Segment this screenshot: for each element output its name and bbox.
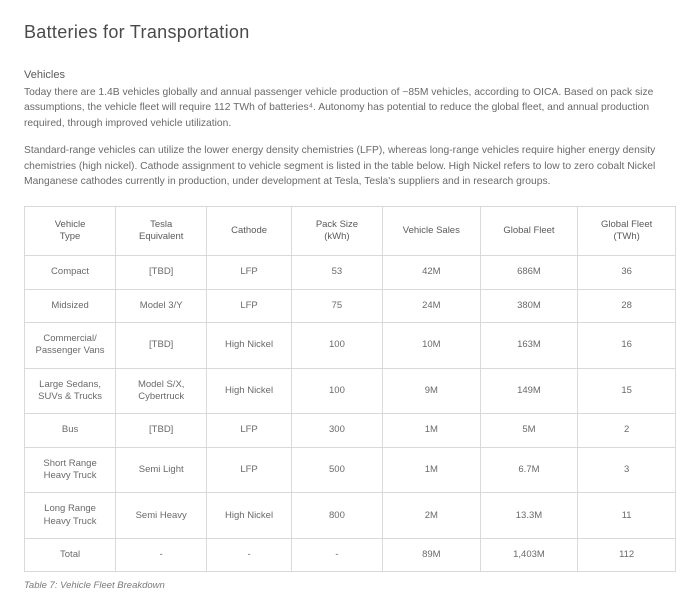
col-header: Global Fleet [480, 206, 578, 256]
cell: Bus [25, 414, 116, 447]
table-caption: Table 7: Vehicle Fleet Breakdown [24, 580, 676, 591]
cell: LFP [207, 447, 292, 493]
col-header: VehicleType [25, 206, 116, 256]
cell: - [207, 539, 292, 572]
cell: 10M [383, 323, 481, 369]
vehicle-table-wrap: VehicleType TeslaEquivalent Cathode Pack… [24, 206, 676, 592]
cell: 36 [578, 256, 676, 289]
cell: Commercial/Passenger Vans [25, 323, 116, 369]
cell: LFP [207, 414, 292, 447]
cell: High Nickel [207, 368, 292, 414]
cell: 100 [291, 323, 382, 369]
cell: Short RangeHeavy Truck [25, 447, 116, 493]
col-header: Pack Size(kWh) [291, 206, 382, 256]
table-row-total: Total - - - 89M 1,403M 112 [25, 539, 676, 572]
cell: 2 [578, 414, 676, 447]
cell: 24M [383, 289, 481, 322]
section-subheading: Vehicles [24, 69, 676, 81]
cell: High Nickel [207, 493, 292, 539]
table-body: Compact [TBD] LFP 53 42M 686M 36 Midsize… [25, 256, 676, 572]
cell: - [291, 539, 382, 572]
col-header: Vehicle Sales [383, 206, 481, 256]
page-title: Batteries for Transportation [24, 22, 676, 43]
cell: 89M [383, 539, 481, 572]
cell: [TBD] [116, 323, 207, 369]
cell: 1M [383, 414, 481, 447]
cell: 53 [291, 256, 382, 289]
cell: [TBD] [116, 256, 207, 289]
cell: 75 [291, 289, 382, 322]
cell: Large Sedans,SUVs & Trucks [25, 368, 116, 414]
cell: Total [25, 539, 116, 572]
cell: - [116, 539, 207, 572]
cell: 11 [578, 493, 676, 539]
cell: 13.3M [480, 493, 578, 539]
cell: 42M [383, 256, 481, 289]
table-row: Large Sedans,SUVs & Trucks Model S/X,Cyb… [25, 368, 676, 414]
cell: LFP [207, 289, 292, 322]
cell: 3 [578, 447, 676, 493]
table-row: Midsized Model 3/Y LFP 75 24M 380M 28 [25, 289, 676, 322]
cell: 6.7M [480, 447, 578, 493]
cell: Semi Light [116, 447, 207, 493]
cell: 28 [578, 289, 676, 322]
table-row: Commercial/Passenger Vans [TBD] High Nic… [25, 323, 676, 369]
cell: 1M [383, 447, 481, 493]
intro-paragraph-2: Standard-range vehicles can utilize the … [24, 143, 676, 189]
table-row: Bus [TBD] LFP 300 1M 5M 2 [25, 414, 676, 447]
cell: [TBD] [116, 414, 207, 447]
cell: Midsized [25, 289, 116, 322]
cell: 15 [578, 368, 676, 414]
col-header: TeslaEquivalent [116, 206, 207, 256]
cell: 800 [291, 493, 382, 539]
col-header: Global Fleet(TWh) [578, 206, 676, 256]
vehicle-fleet-table: VehicleType TeslaEquivalent Cathode Pack… [24, 206, 676, 573]
cell: 380M [480, 289, 578, 322]
cell: 1,403M [480, 539, 578, 572]
cell: 163M [480, 323, 578, 369]
cell: 112 [578, 539, 676, 572]
cell: High Nickel [207, 323, 292, 369]
cell: Model 3/Y [116, 289, 207, 322]
cell: 2M [383, 493, 481, 539]
intro-paragraph-1: Today there are 1.4B vehicles globally a… [24, 85, 676, 131]
cell: Compact [25, 256, 116, 289]
col-header: Cathode [207, 206, 292, 256]
table-row: Long RangeHeavy Truck Semi Heavy High Ni… [25, 493, 676, 539]
cell: 5M [480, 414, 578, 447]
cell: Model S/X,Cybertruck [116, 368, 207, 414]
cell: 300 [291, 414, 382, 447]
cell: Long RangeHeavy Truck [25, 493, 116, 539]
table-row: Compact [TBD] LFP 53 42M 686M 36 [25, 256, 676, 289]
cell: 100 [291, 368, 382, 414]
cell: 500 [291, 447, 382, 493]
cell: 686M [480, 256, 578, 289]
cell: LFP [207, 256, 292, 289]
cell: 9M [383, 368, 481, 414]
table-row: Short RangeHeavy Truck Semi Light LFP 50… [25, 447, 676, 493]
table-header-row: VehicleType TeslaEquivalent Cathode Pack… [25, 206, 676, 256]
cell: Semi Heavy [116, 493, 207, 539]
cell: 16 [578, 323, 676, 369]
cell: 149M [480, 368, 578, 414]
